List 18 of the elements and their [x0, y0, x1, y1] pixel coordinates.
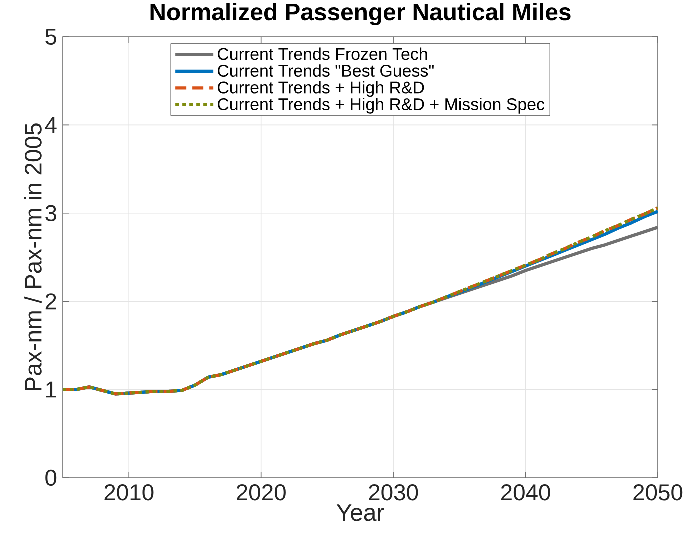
x-tick-label: 2010 [104, 484, 154, 501]
x-axis-title: Year [336, 504, 384, 522]
x-tick-label: 2040 [501, 484, 550, 501]
legend-label: Current Trends + High R&D [218, 81, 424, 98]
legend-label: Current Trends + High R&D + Mission Spec [218, 98, 545, 114]
y-axis-title: Pax-nm / Pax-nm in 2005 [24, 124, 42, 390]
chart-title: Normalized Passenger Nautical Miles [150, 3, 571, 26]
y-tick-label: 3 [46, 205, 56, 222]
y-tick-label: 2 [46, 294, 56, 310]
x-tick-label: 2020 [237, 484, 286, 501]
y-tick-label: 5 [46, 29, 57, 45]
y-tick-label: 0 [46, 470, 57, 486]
legend-label: Current Trends Frozen Tech [218, 48, 428, 60]
x-tick-label: 2050 [634, 484, 683, 501]
y-tick-label: 4 [45, 117, 57, 134]
legend-label: Current Trends "Best Guess" [218, 64, 434, 77]
x-tick-label: 2030 [369, 484, 418, 501]
y-tick-label: 1 [46, 382, 56, 398]
